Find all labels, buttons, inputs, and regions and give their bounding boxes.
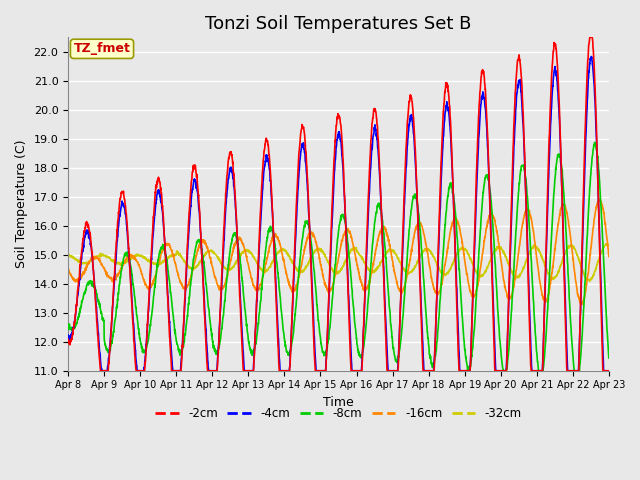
- Legend: -2cm, -4cm, -8cm, -16cm, -32cm: -2cm, -4cm, -8cm, -16cm, -32cm: [150, 402, 527, 425]
- -16cm: [354, 265, 362, 271]
- Line: -16cm: -16cm: [68, 199, 609, 304]
- -32cm: [602, 241, 610, 247]
- -16cm: [572, 280, 580, 286]
- -2cm: [215, 334, 223, 340]
- -2cm: [366, 158, 374, 164]
- -16cm: [605, 253, 612, 259]
- -4cm: [572, 368, 580, 373]
- -32cm: [557, 262, 565, 268]
- -8cm: [605, 355, 612, 361]
- -16cm: [366, 280, 374, 286]
- -8cm: [64, 322, 72, 328]
- Y-axis label: Soil Temperature (C): Soil Temperature (C): [15, 140, 28, 268]
- -4cm: [588, 54, 595, 60]
- -4cm: [557, 167, 565, 173]
- -2cm: [586, 35, 594, 40]
- -8cm: [557, 161, 565, 167]
- -32cm: [586, 278, 594, 284]
- Title: Tonzi Soil Temperatures Set B: Tonzi Soil Temperatures Set B: [205, 15, 472, 33]
- Text: TZ_fmet: TZ_fmet: [74, 42, 131, 55]
- -16cm: [215, 283, 223, 288]
- -4cm: [355, 368, 362, 373]
- X-axis label: Time: Time: [323, 396, 354, 409]
- -4cm: [366, 176, 374, 181]
- -2cm: [605, 368, 612, 373]
- -32cm: [354, 250, 362, 255]
- -8cm: [495, 330, 503, 336]
- -16cm: [579, 301, 586, 307]
- -4cm: [64, 332, 72, 338]
- -16cm: [64, 266, 72, 272]
- -32cm: [572, 249, 580, 255]
- -16cm: [595, 196, 603, 202]
- -2cm: [97, 368, 104, 373]
- -8cm: [572, 368, 580, 373]
- -2cm: [496, 368, 504, 373]
- -4cm: [605, 368, 612, 373]
- -32cm: [495, 244, 503, 250]
- -2cm: [64, 336, 72, 342]
- Line: -2cm: -2cm: [68, 37, 609, 371]
- -32cm: [605, 243, 612, 249]
- -4cm: [496, 368, 504, 373]
- -8cm: [500, 368, 508, 373]
- -8cm: [354, 348, 362, 353]
- Line: -8cm: -8cm: [68, 143, 609, 371]
- -16cm: [495, 246, 503, 252]
- -2cm: [572, 368, 580, 373]
- -4cm: [215, 331, 223, 336]
- -4cm: [98, 368, 106, 373]
- Line: -4cm: -4cm: [68, 57, 609, 371]
- Line: -32cm: -32cm: [68, 244, 609, 281]
- -32cm: [64, 252, 72, 258]
- -32cm: [366, 267, 374, 273]
- -16cm: [557, 206, 565, 212]
- -8cm: [366, 277, 374, 283]
- -2cm: [557, 162, 565, 168]
- -2cm: [355, 368, 362, 373]
- -32cm: [215, 256, 223, 262]
- -8cm: [591, 140, 598, 145]
- -8cm: [215, 344, 223, 349]
